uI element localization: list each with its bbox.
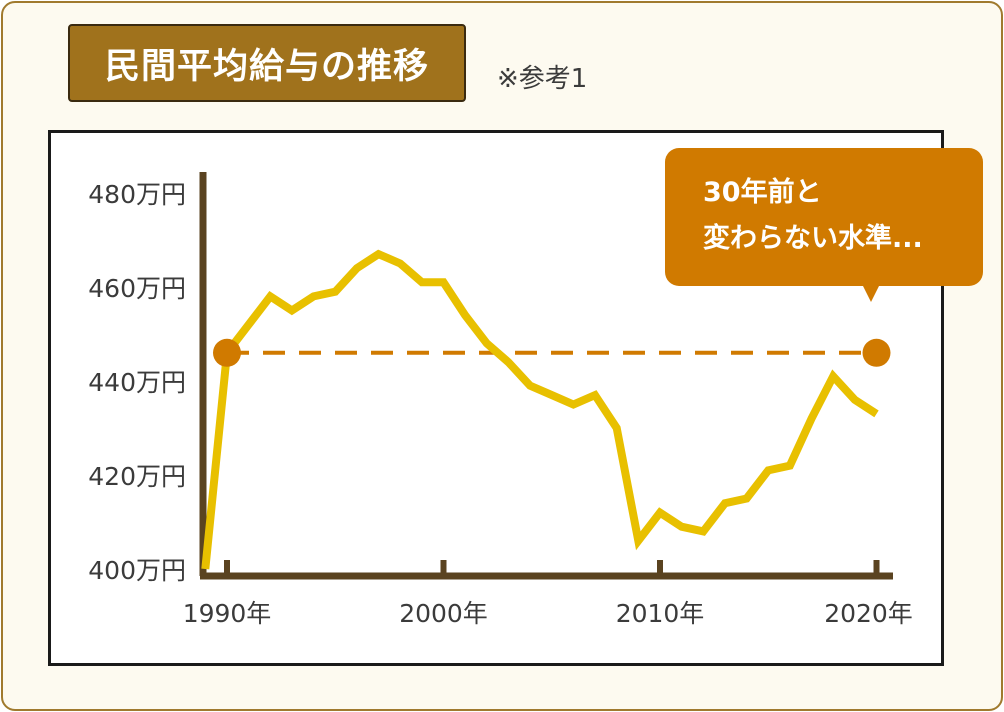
start-marker [213, 338, 241, 367]
reference-note: ※参考1 [497, 64, 588, 94]
y-tick-label: 400万円 [88, 556, 186, 585]
x-tick-label: 2000年 [399, 599, 488, 628]
x-tick-label: 2010年 [616, 599, 705, 628]
y-tick-label: 440万円 [88, 368, 186, 397]
callout-bubble: 30年前と 変わらない水準... [665, 148, 983, 286]
x-tick-label: 1990年 [183, 599, 272, 628]
chart-title: 民間平均給与の推移 [68, 24, 466, 102]
callout-line-1: 30年前と [703, 177, 822, 208]
end-marker [862, 338, 891, 367]
callout-line-2: 変わらない水準... [703, 223, 923, 254]
y-tick-label: 480万円 [88, 180, 186, 209]
callout-tail [862, 284, 880, 302]
y-tick-label: 420万円 [88, 462, 186, 491]
salary-series-line [201, 249, 879, 570]
y-tick-label: 460万円 [88, 274, 186, 303]
x-tick-label: 2020年 [824, 599, 913, 628]
